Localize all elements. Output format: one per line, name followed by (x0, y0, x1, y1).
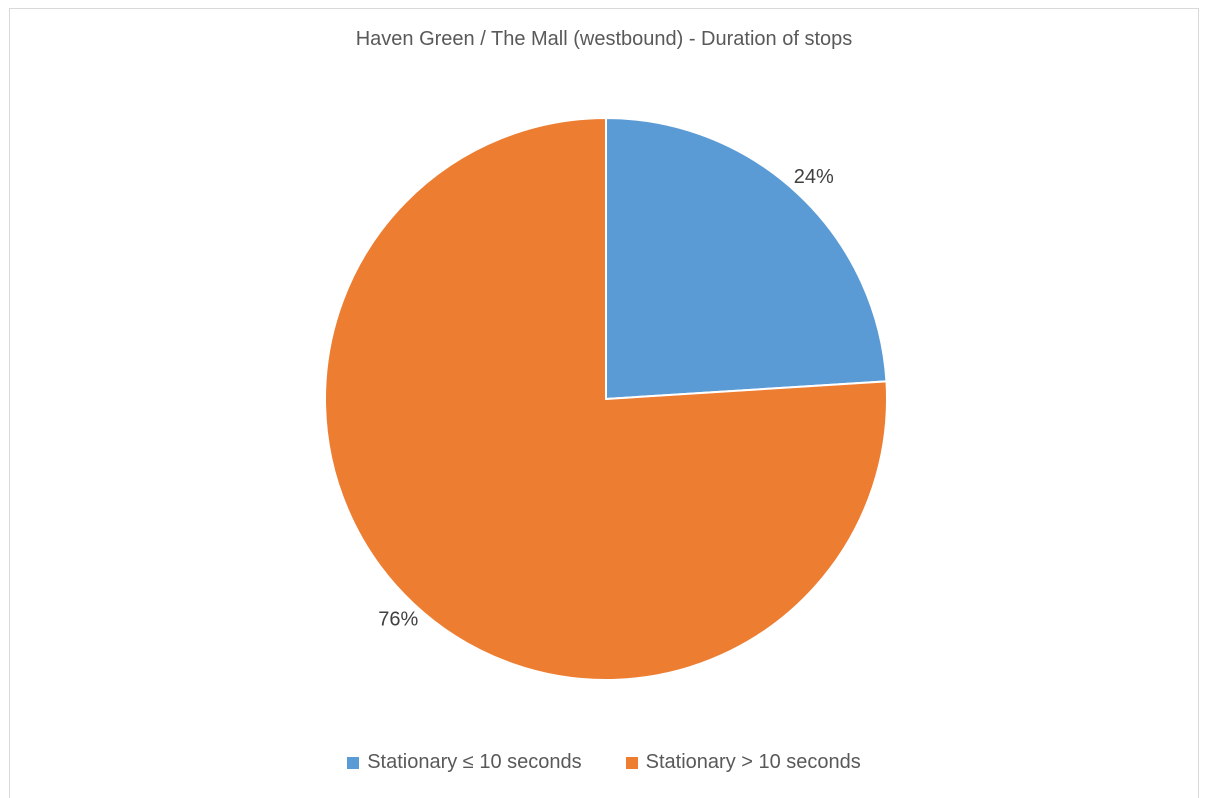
legend-item-stationary-gt-10: Stationary > 10 seconds (625, 751, 861, 774)
pie-slice-stationary-le-10 (605, 116, 888, 401)
pie-slice-stationary-gt-10 (324, 116, 888, 681)
legend-swatch-stationary-le-10 (347, 756, 360, 769)
legend: Stationary ≤ 10 seconds Stationary > 10 … (0, 751, 1208, 774)
data-label-stationary-gt-10: 76% (378, 609, 418, 631)
chart-title: Haven Green / The Mall (westbound) - Dur… (355, 28, 853, 50)
legend-label-stationary-le-10: Stationary ≤ 10 seconds (367, 751, 582, 773)
legend-label-stationary-gt-10: Stationary > 10 seconds (645, 751, 861, 773)
legend-item-stationary-le-10: Stationary ≤ 10 seconds (347, 751, 582, 774)
legend-swatch-stationary-gt-10 (625, 756, 638, 769)
data-label-stationary-le-10: 24% (794, 166, 834, 188)
